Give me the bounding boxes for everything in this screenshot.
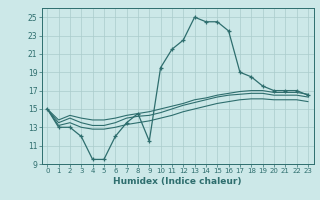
X-axis label: Humidex (Indice chaleur): Humidex (Indice chaleur): [113, 177, 242, 186]
